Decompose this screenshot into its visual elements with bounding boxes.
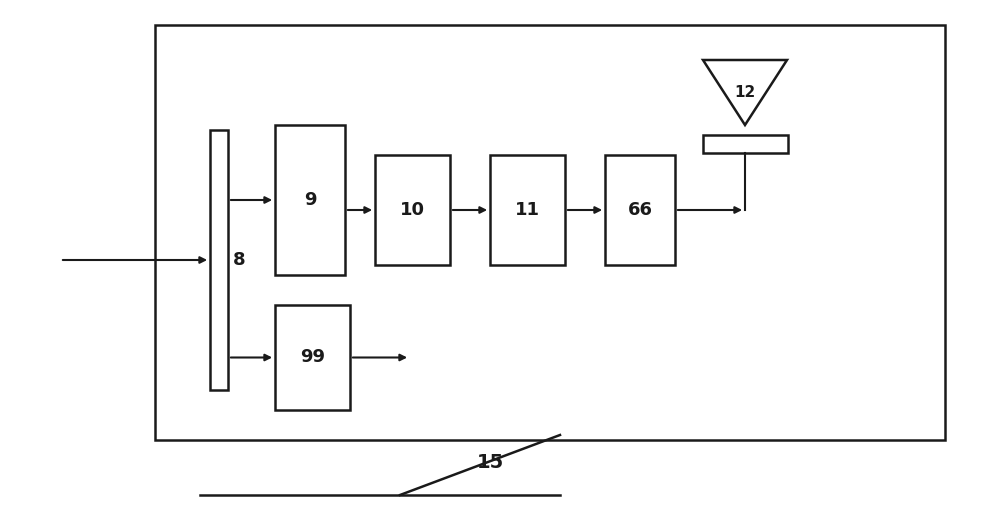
Bar [605, 155, 675, 265]
Bar [275, 125, 345, 275]
Text: 15: 15 [476, 453, 504, 471]
Bar [375, 155, 450, 265]
Polygon shape [703, 60, 787, 125]
Bar [490, 155, 565, 265]
Text: 12: 12 [734, 85, 756, 100]
Bar [275, 305, 350, 410]
Text: 11: 11 [515, 201, 540, 219]
Bar [210, 130, 228, 390]
Text: 10: 10 [400, 201, 425, 219]
Text: 8: 8 [233, 251, 246, 269]
Text: 66: 66 [628, 201, 652, 219]
Bar [703, 135, 788, 153]
Bar [155, 25, 945, 440]
Text: 9: 9 [304, 191, 316, 209]
Text: 99: 99 [300, 349, 325, 366]
